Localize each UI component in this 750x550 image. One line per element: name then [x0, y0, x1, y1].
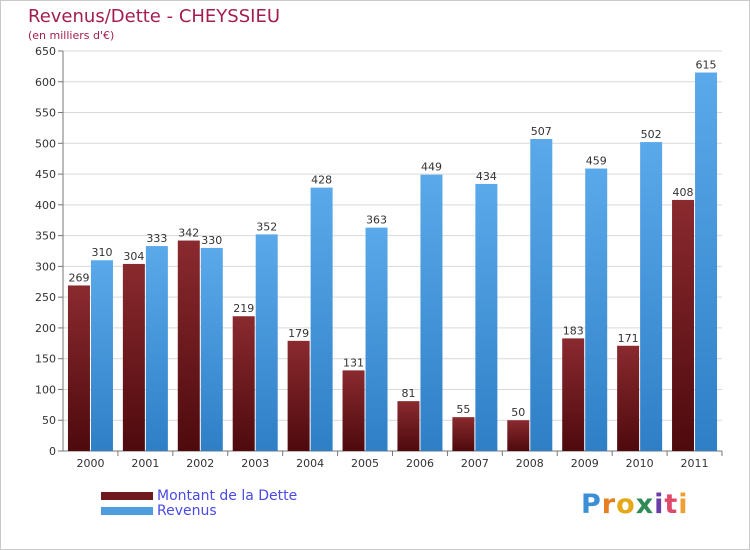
bar-revenus	[585, 168, 608, 452]
bar-revenus	[365, 227, 388, 451]
data-label-revenus: 333	[146, 232, 167, 245]
bar-revenus	[255, 234, 278, 451]
y-tick-label: 50	[42, 414, 56, 427]
data-label-revenus: 352	[256, 220, 277, 233]
bar-dette	[397, 401, 420, 451]
bar-revenus	[420, 174, 443, 451]
bar-revenus	[475, 183, 498, 451]
data-label-revenus: 428	[311, 174, 332, 187]
x-tick-label: 2006	[406, 457, 434, 470]
data-label-revenus: 615	[696, 59, 717, 72]
bar-dette	[452, 417, 475, 451]
y-tick-label: 300	[35, 260, 56, 273]
legend-swatch-revenus	[101, 506, 153, 515]
data-label-revenus: 459	[586, 155, 607, 168]
logo-letter: x	[635, 489, 655, 520]
data-label-dette: 131	[343, 356, 364, 369]
x-tick-label: 2008	[516, 457, 544, 470]
data-label-dette: 269	[68, 271, 89, 284]
bar-dette	[232, 316, 255, 451]
bar-dette	[672, 199, 695, 451]
x-tick-label: 2007	[461, 457, 489, 470]
legend-swatch-dette	[101, 491, 153, 500]
data-label-dette: 342	[178, 227, 199, 240]
y-tick-label: 400	[35, 199, 56, 212]
logo-letter: r	[601, 489, 617, 520]
y-tick-label: 150	[35, 353, 56, 366]
x-tick-label: 2009	[571, 457, 599, 470]
x-tick-label: 2010	[626, 457, 654, 470]
bar-revenus	[310, 187, 333, 451]
y-tick-label: 600	[35, 76, 56, 89]
legend-label-dette: Montant de la Dette	[157, 487, 298, 504]
logo-letter: o	[616, 489, 636, 520]
bar-dette	[562, 338, 585, 451]
data-label-dette: 179	[288, 327, 309, 340]
data-label-revenus: 310	[91, 246, 112, 259]
bar-revenus	[200, 247, 223, 451]
x-tick-label: 2003	[241, 457, 269, 470]
x-tick-label: 2001	[131, 457, 159, 470]
data-label-dette: 304	[123, 250, 144, 263]
data-label-dette: 183	[563, 324, 584, 337]
data-label-dette: 408	[673, 186, 694, 199]
logo-letter: i	[654, 489, 665, 520]
proxiti-logo: Proxiti	[581, 489, 689, 520]
x-tick-label: 2000	[76, 457, 104, 470]
y-tick-label: 450	[35, 168, 56, 181]
bar-dette	[617, 345, 640, 451]
data-label-revenus: 449	[421, 161, 442, 174]
data-label-revenus: 502	[641, 128, 662, 141]
bar-revenus	[695, 72, 718, 452]
chart-subtitle: (en milliers d'€)	[28, 29, 115, 42]
legend-item-dette: Montant de la Dette	[101, 487, 298, 504]
data-label-revenus: 330	[201, 234, 222, 247]
data-label-dette: 219	[233, 302, 254, 315]
data-label-dette: 50	[511, 406, 525, 419]
bar-revenus	[640, 142, 663, 452]
y-tick-label: 250	[35, 291, 56, 304]
bar-dette	[177, 240, 200, 451]
x-tick-label: 2004	[296, 457, 324, 470]
bar-dette	[287, 340, 310, 451]
bar-dette	[122, 263, 145, 451]
x-tick-label: 2011	[681, 457, 709, 470]
y-tick-label: 550	[35, 107, 56, 120]
logo-letter: t	[664, 489, 679, 520]
legend: Montant de la Dette Revenus	[101, 487, 298, 519]
bar-revenus	[530, 139, 553, 451]
y-tick-label: 0	[49, 445, 56, 458]
bar-dette	[342, 370, 365, 451]
data-label-revenus: 434	[476, 170, 497, 183]
y-tick-label: 200	[35, 322, 56, 335]
data-label-dette: 171	[618, 332, 639, 345]
y-tick-label: 100	[35, 383, 56, 396]
bar-dette	[507, 420, 530, 451]
logo-letter: i	[678, 489, 689, 520]
x-tick-label: 2002	[186, 457, 214, 470]
y-tick-label: 650	[35, 45, 56, 58]
y-tick-label: 350	[35, 230, 56, 243]
data-label-dette: 81	[401, 387, 415, 400]
chart-title: Revenus/Dette - CHEYSSIEU	[28, 6, 280, 27]
logo-letter: P	[581, 489, 602, 520]
legend-item-revenus: Revenus	[101, 502, 297, 519]
data-label-dette: 55	[456, 403, 470, 416]
bar-dette	[67, 285, 90, 451]
data-label-revenus: 363	[366, 214, 387, 227]
legend-label-revenus: Revenus	[157, 502, 217, 519]
bar-revenus	[90, 260, 113, 451]
y-tick-label: 500	[35, 137, 56, 150]
data-label-revenus: 507	[531, 125, 552, 138]
x-tick-label: 2005	[351, 457, 379, 470]
bar-revenus	[145, 246, 168, 451]
